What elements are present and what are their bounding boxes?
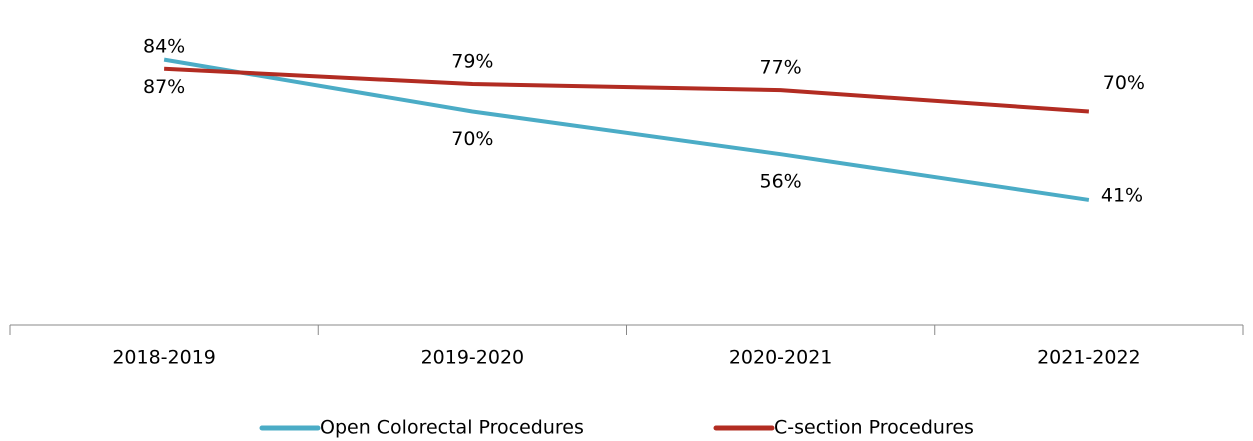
data-label: 41% xyxy=(1101,184,1143,206)
legend-label: C-section Procedures xyxy=(774,417,974,439)
data-label: 84% xyxy=(143,35,185,57)
line-series xyxy=(164,66,1090,114)
data-label: 87% xyxy=(143,76,185,98)
x-tick-label: 2020-2021 xyxy=(729,347,833,369)
data-label: 79% xyxy=(451,51,493,73)
x-tick-label: 2018-2019 xyxy=(112,347,216,369)
data-label: 70% xyxy=(451,128,493,150)
data-label: 70% xyxy=(1103,72,1145,94)
line-series xyxy=(163,57,1090,202)
data-label: 56% xyxy=(760,171,802,193)
x-tick-label: 2021-2022 xyxy=(1037,347,1141,369)
data-label: 77% xyxy=(760,57,802,79)
x-tick-label: 2019-2020 xyxy=(421,347,525,369)
legend-label: Open Colorectal Procedures xyxy=(320,417,584,439)
